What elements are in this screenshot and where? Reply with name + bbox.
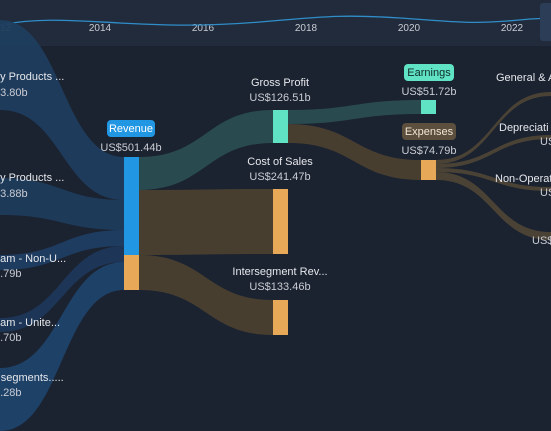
node-bar-expenses[interactable] bbox=[421, 160, 436, 180]
revenue-value: US$501.44b bbox=[100, 142, 161, 154]
timeline-year-label: 2018 bbox=[295, 23, 318, 34]
link-seg3-revenue[interactable] bbox=[0, 230, 124, 270]
link-expenses-nonop[interactable] bbox=[436, 168, 551, 191]
timeline-year-label: 2022 bbox=[501, 23, 524, 34]
intersegment-value: US$133.46b bbox=[249, 281, 310, 293]
link-gross-profit-expenses[interactable] bbox=[288, 124, 421, 180]
segment-value: 5.79b bbox=[0, 268, 22, 280]
link-expenses-dep[interactable] bbox=[436, 135, 551, 168]
segment-label: gy Products ... bbox=[0, 172, 64, 184]
nodes-layer bbox=[124, 100, 436, 335]
segment-label: eam - Non-U... bbox=[0, 253, 66, 265]
segment-value: 3.28b bbox=[0, 387, 22, 399]
node-bar-revenue2[interactable] bbox=[124, 255, 139, 290]
gross-profit-value: US$126.51b bbox=[249, 92, 310, 104]
labels-layer: gy Products ... 03.80b gy Products ... 33.8… bbox=[0, 64, 551, 399]
timeline-year-label: 2020 bbox=[398, 23, 421, 34]
earnings-tag bbox=[404, 64, 454, 81]
expenses-value: US$74.79b bbox=[401, 145, 456, 157]
segment-label: eam - Unite... bbox=[0, 317, 60, 329]
node-bar-cost-of-sales[interactable] bbox=[273, 189, 288, 254]
node-bar-gross-profit[interactable] bbox=[273, 110, 288, 143]
link-revenue-intersegment[interactable] bbox=[139, 255, 273, 335]
expenses-label: Expenses bbox=[405, 126, 454, 138]
timeline-bar[interactable] bbox=[0, 0, 551, 46]
revenue-tag bbox=[107, 120, 155, 137]
right-item-label: General & A bbox=[496, 72, 551, 84]
segment-value: 33.88b bbox=[0, 188, 28, 200]
intersegment-label: Intersegment Rev... bbox=[232, 266, 327, 278]
link-expenses-ga[interactable] bbox=[436, 92, 551, 164]
segment-label: gy Products ... bbox=[0, 71, 64, 83]
timeline-year-label: 2016 bbox=[192, 23, 215, 34]
segment-value: 4.70b bbox=[0, 332, 22, 344]
node-bar-earnings[interactable] bbox=[421, 100, 436, 114]
link-expenses-other[interactable] bbox=[436, 172, 551, 240]
link-seg2-revenue[interactable] bbox=[0, 178, 124, 230]
timeline-trend-line bbox=[0, 15, 551, 26]
cost-of-sales-value: US$241.47b bbox=[249, 171, 310, 183]
link-gross-profit-earnings[interactable] bbox=[288, 100, 421, 124]
right-item-label: Non-Operati bbox=[495, 173, 551, 185]
timeline-layer: 2014201620182020202212 bbox=[0, 3, 551, 41]
cost-of-sales-label: Cost of Sales bbox=[247, 156, 313, 168]
revenue-label: Revenue bbox=[109, 123, 153, 135]
node-bar-intersegment[interactable] bbox=[273, 300, 288, 335]
segment-value: 03.80b bbox=[0, 87, 28, 99]
timeline-selection-handle[interactable] bbox=[540, 3, 551, 41]
expenses-tag bbox=[402, 123, 456, 140]
earnings-label: Earnings bbox=[407, 67, 451, 79]
node-bar-revenue[interactable] bbox=[124, 157, 139, 255]
segment-label: r segments..... bbox=[0, 372, 64, 384]
right-item-value: US$ bbox=[532, 235, 551, 247]
link-revenue-gross-profit[interactable] bbox=[139, 110, 273, 190]
link-revenue-cost-of-sales[interactable] bbox=[139, 189, 273, 255]
right-item-value: US bbox=[540, 187, 551, 199]
gross-profit-label: Gross Profit bbox=[251, 77, 309, 89]
right-item-label: Depreciati bbox=[499, 122, 549, 134]
link-seg5-revenue[interactable] bbox=[0, 262, 124, 431]
right-item-value: US$ bbox=[540, 136, 551, 148]
earnings-value: US$51.72b bbox=[401, 86, 456, 98]
link-seg4-revenue[interactable] bbox=[0, 246, 124, 332]
links-layer bbox=[0, 20, 551, 431]
link-seg1-revenue[interactable] bbox=[0, 20, 124, 200]
timeline-year-label: 2014 bbox=[89, 23, 112, 34]
